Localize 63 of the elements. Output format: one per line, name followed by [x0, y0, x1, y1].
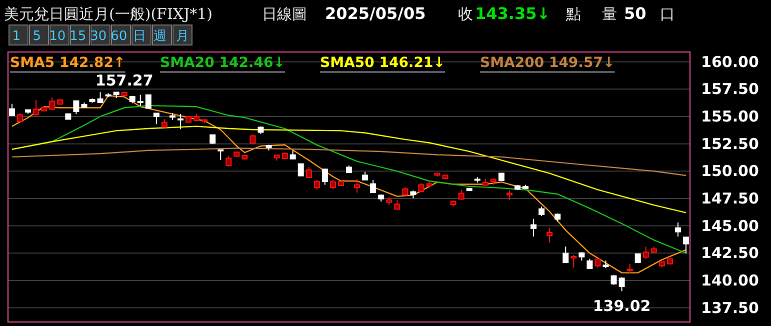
text: 50 [624, 4, 646, 23]
line-series [11, 126, 687, 214]
candlestick [298, 163, 304, 176]
line-series [11, 95, 687, 274]
candlestick [153, 112, 160, 125]
candlestick [226, 155, 232, 168]
candlestick [618, 276, 625, 292]
text: 1 5 10 15 30 60 日 週 月 [12, 29, 189, 44]
candlestick [506, 190, 512, 200]
candlestick [674, 222, 681, 238]
candlestick [586, 258, 593, 270]
candlestick [354, 178, 360, 194]
candlestick [562, 246, 569, 264]
text: SMA50 146.21↓ [320, 55, 445, 71]
text: 143.35↓ [475, 4, 550, 23]
candlestick [49, 96, 56, 110]
line-series [11, 148, 687, 176]
text: 點 [565, 5, 581, 23]
candlestick [546, 227, 553, 244]
candlestick [73, 100, 80, 115]
candlestick [570, 254, 577, 268]
candlestick [33, 99, 40, 116]
y-tick-label: 155.00 [701, 107, 759, 126]
series-label: SMA5 142.82↑ [10, 55, 126, 71]
candlestick [218, 149, 224, 160]
annotation: 139.02 [592, 297, 651, 316]
candlestick [682, 236, 689, 254]
candlestick [610, 274, 617, 286]
y-tick-label: 157.50 [701, 80, 759, 98]
candlestick [458, 189, 464, 200]
candlestick [370, 179, 376, 194]
text: 量 [602, 5, 617, 23]
candlestick [145, 94, 152, 109]
candlestick [538, 206, 545, 216]
chart-subtitle: 日線圖 [262, 5, 307, 23]
chart-title: 美元兌日圓近月(一般)(FIXJ*1) [4, 5, 212, 23]
candlestick [322, 168, 328, 186]
candlestick [9, 103, 16, 116]
y-tick-label: 147.50 [701, 189, 759, 208]
candlestick [594, 258, 601, 268]
y-tick-label: 160.00 [701, 52, 759, 71]
y-tick-label: 145.00 [701, 216, 759, 235]
candlestick [330, 179, 336, 190]
text: 2025/05/05 [325, 4, 426, 23]
candlestick [17, 112, 24, 124]
y-tick-label: 150.00 [701, 162, 759, 180]
candlestick [314, 179, 320, 190]
candlestick [642, 246, 649, 260]
y-tick-label: 140.00 [701, 271, 759, 290]
text: SMA20 142.46↓ [160, 55, 285, 71]
candlestick [530, 218, 537, 238]
y-tick-label: 152.50 [701, 134, 759, 153]
candlestick [210, 134, 216, 145]
y-tick-label: 142.50 [701, 244, 759, 262]
candlestick [178, 113, 184, 130]
text: 收 [458, 5, 473, 23]
annotation: 157.27 [95, 72, 154, 90]
text: SMA200 149.57↓ [480, 55, 615, 71]
candlestick [137, 94, 144, 106]
y-tick-label: 137.50 [701, 298, 759, 317]
text: 口 [660, 5, 675, 23]
candlestick [626, 263, 633, 274]
candlestick [394, 199, 400, 210]
